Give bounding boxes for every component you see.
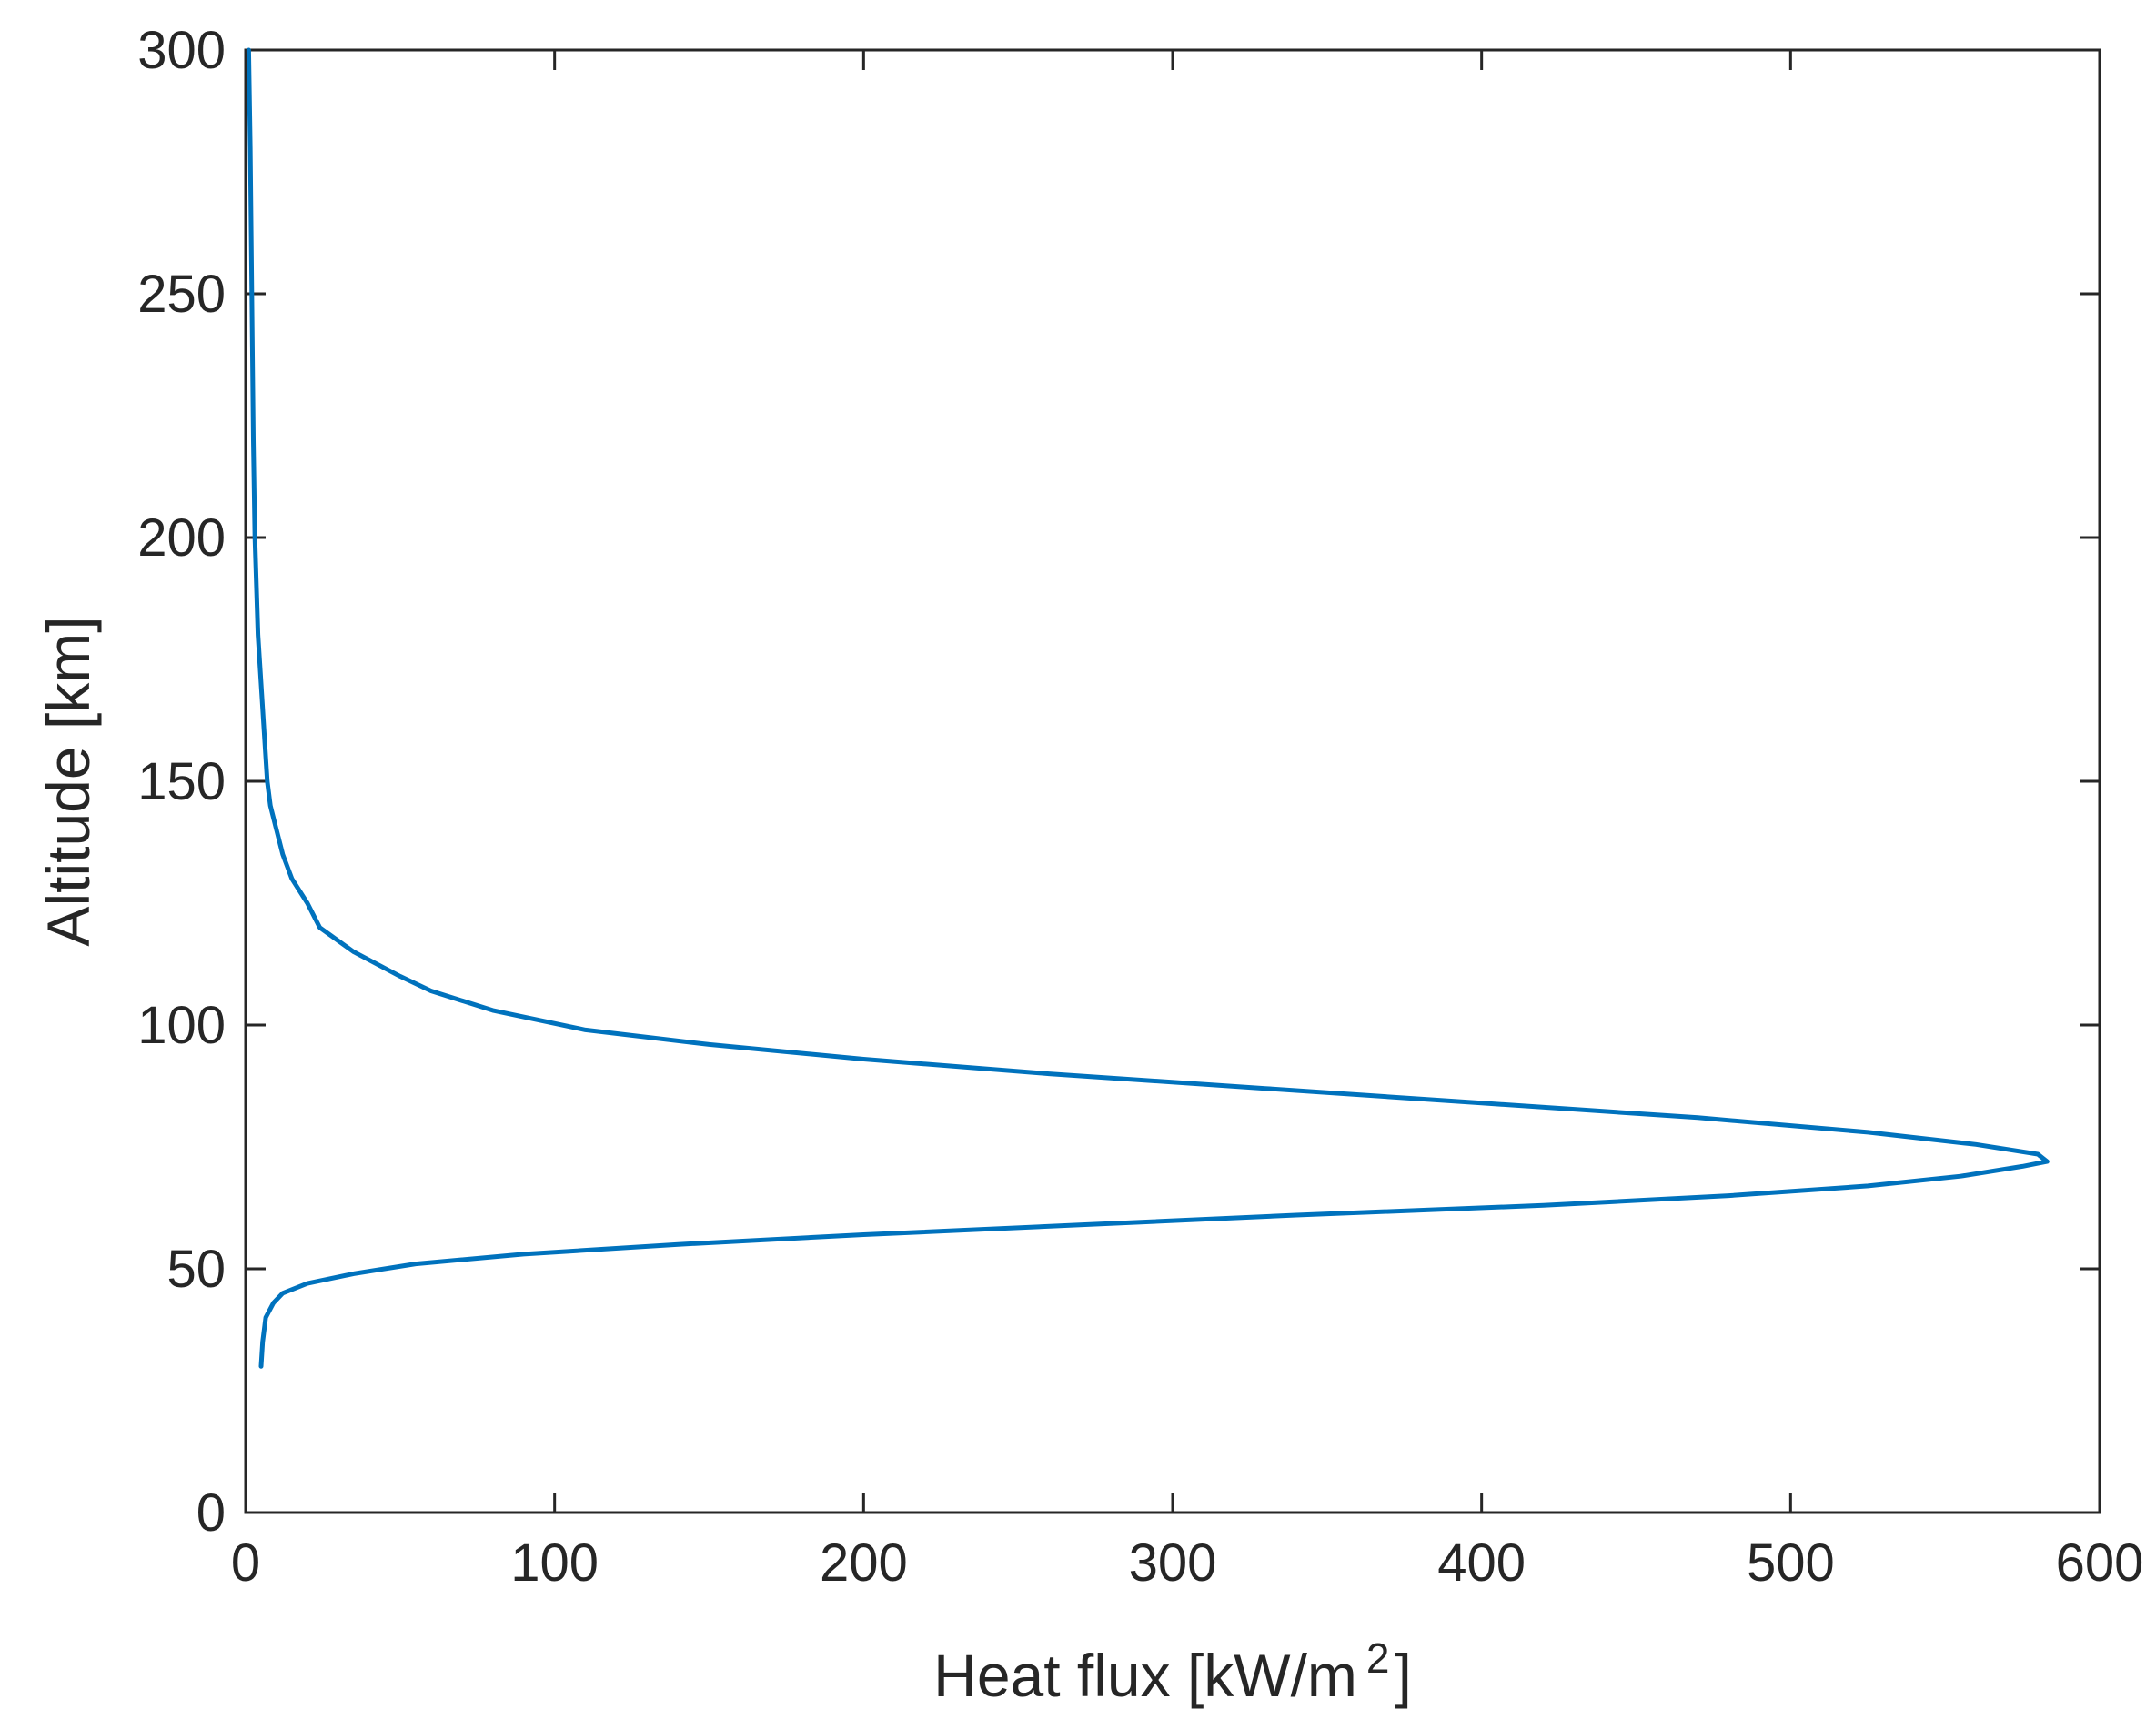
y-tick-label-3: 150 [137,752,226,811]
heat-flux-series-line [246,47,2050,1369]
x-axis-ticks [244,50,2101,1513]
x-tick-label-6: 600 [2056,1533,2144,1593]
y-tick-label-5: 250 [137,265,226,324]
y-tick-label-2: 100 [137,996,226,1055]
x-axis-label: Heat flux [kW/m 2] [933,1634,1412,1709]
y-axis-tick-labels: 0 50 100 150 200 250 300 [137,21,226,1543]
x-axis-label-main: Heat flux [kW/m [933,1642,1357,1709]
y-tick-label-1: 50 [166,1240,226,1299]
x-tick-label-4: 400 [1437,1533,1526,1593]
plot-area [244,48,2101,1514]
x-axis-label-superscript: 2 [1366,1634,1390,1682]
x-axis-tick-labels: 0 100 200 300 400 500 600 [231,1533,2144,1593]
y-tick-label-6: 300 [137,21,226,80]
x-axis-label-suffix: ] [1395,1642,1412,1709]
x-tick-label-2: 200 [820,1533,908,1593]
x-tick-label-1: 100 [510,1533,599,1593]
y-tick-label-0: 0 [196,1483,226,1543]
x-tick-label-3: 300 [1129,1533,1217,1593]
x-tick-label-0: 0 [231,1533,260,1593]
y-axis-label: Altitude [km] [35,616,102,946]
x-tick-label-5: 500 [1747,1533,1835,1593]
y-tick-label-4: 200 [137,508,226,568]
